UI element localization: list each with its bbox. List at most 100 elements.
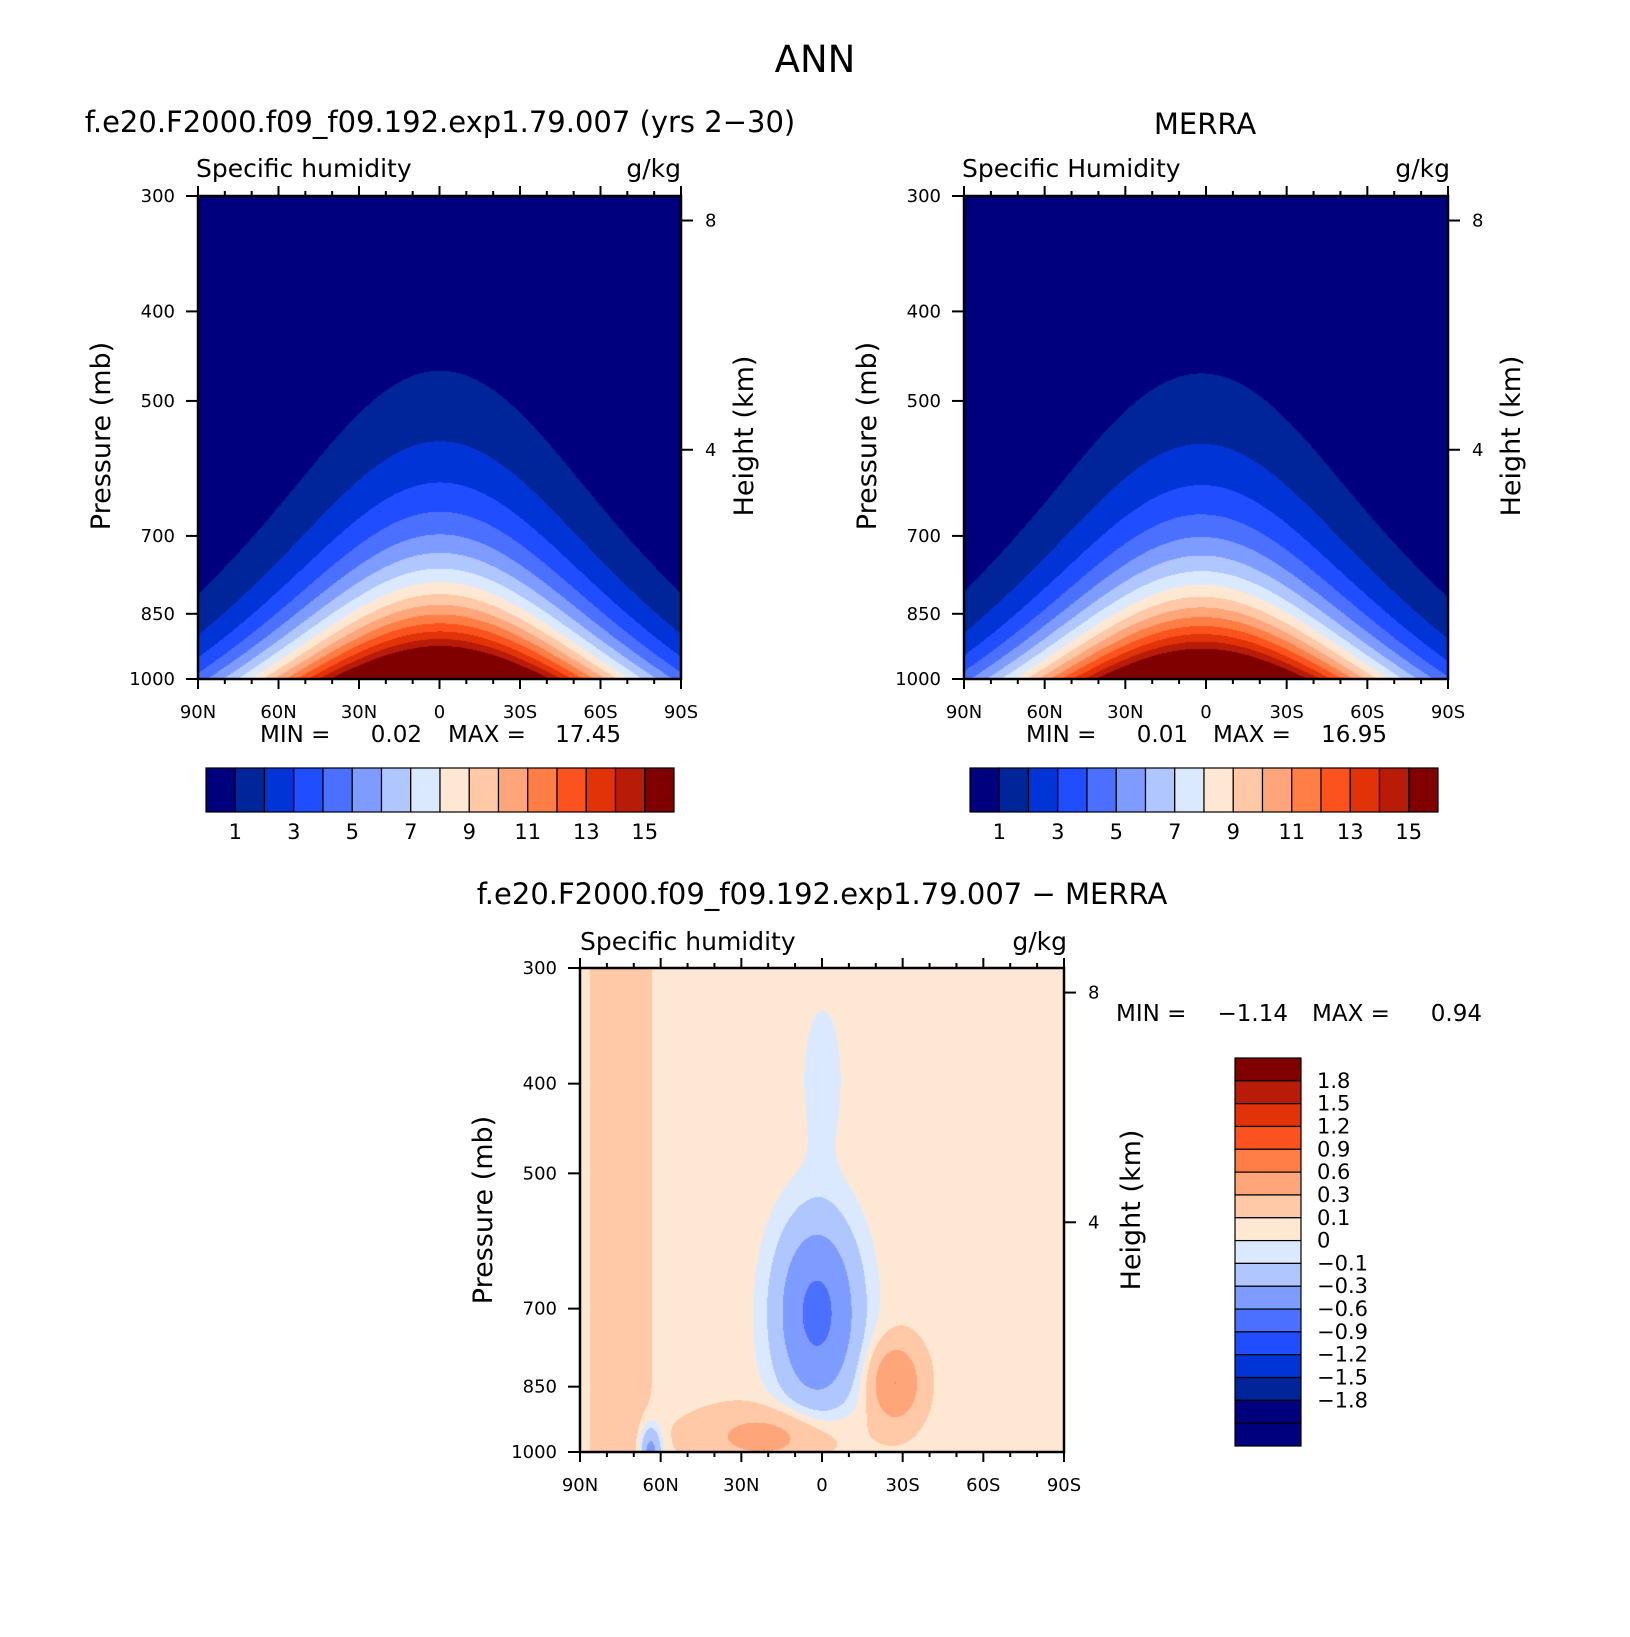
panel1-min-value: 0.02 [371, 722, 422, 748]
colorbar-box [969, 767, 1000, 813]
colorbar-label: 1.8 [1317, 1069, 1350, 1093]
colorbar-label: −0.9 [1317, 1320, 1368, 1344]
colorbar-label: 3 [1051, 820, 1064, 844]
y-right-tick-label: 8 [705, 211, 716, 232]
y-tick-label: 1000 [511, 1442, 557, 1463]
colorbar-box [1144, 767, 1176, 813]
panel2-title: MERRA [1154, 107, 1256, 141]
y-right-tick-label: 8 [1472, 211, 1483, 232]
colorbar-box [1234, 1262, 1302, 1287]
colorbar-box [1349, 767, 1381, 813]
colorbar-box [234, 767, 266, 813]
colorbar-label: 15 [1395, 820, 1422, 844]
panel3-title: f.e20.F2000.f09_f09.192.exp1.79.007 − ME… [477, 877, 1168, 911]
y-tick-label: 1000 [129, 669, 175, 690]
x-tick-label: 30N [1107, 702, 1143, 723]
y-tick-label: 500 [523, 1163, 557, 1184]
y-tick-label: 700 [907, 526, 941, 547]
colorbar-box [1234, 1376, 1302, 1401]
colorbar-box [1234, 1308, 1302, 1333]
panel2-colorbar: 1 3 5 7 9 11 13 15 [969, 767, 1439, 844]
colorbar-box [322, 767, 353, 813]
colorbar-label: −0.1 [1317, 1251, 1368, 1275]
colorbar-label: 0.1 [1317, 1206, 1350, 1230]
colorbar-box [410, 767, 441, 813]
colorbar-box [1115, 767, 1147, 813]
panel1-ylabel: Pressure (mb) [86, 342, 117, 530]
y-right-tick-label: 8 [1088, 983, 1099, 1004]
panel2-left-string: Specific Humidity [962, 154, 1181, 183]
colorbar-box [205, 767, 236, 813]
y-tick-label: 400 [141, 301, 175, 322]
colorbar-box [1234, 1354, 1302, 1379]
colorbar-box [527, 767, 558, 813]
colorbar-box [1320, 767, 1351, 813]
x-tick-label: 90S [1047, 1475, 1081, 1496]
panel2-right-string: g/kg [1395, 154, 1450, 183]
panel1-ylabel-right: Height (km) [729, 356, 760, 517]
colorbar-label: 13 [1337, 820, 1364, 844]
colorbar-label: 11 [1278, 820, 1305, 844]
colorbar-box [1234, 1217, 1302, 1242]
colorbar-label: 0.6 [1317, 1160, 1350, 1184]
field-image [964, 196, 1448, 679]
panel1-min-label: MIN = [260, 722, 330, 748]
panel2-min-label: MIN = [1026, 722, 1096, 748]
panel3-right-string: g/kg [1012, 927, 1067, 956]
x-tick-label: 30N [341, 702, 377, 723]
colorbar-box [1234, 1080, 1302, 1105]
y-tick-label: 700 [141, 526, 175, 547]
colorbar-box [998, 767, 1030, 813]
colorbar-label: −1.2 [1317, 1343, 1368, 1367]
colorbar-box [556, 767, 587, 813]
panel3-max-value: 0.94 [1431, 1001, 1482, 1027]
colorbar-label: 15 [631, 820, 658, 844]
colorbar-label: 0 [1317, 1229, 1330, 1253]
x-tick-label: 30S [1269, 702, 1303, 723]
x-tick-label: 60S [1350, 702, 1384, 723]
y-tick-label: 400 [907, 301, 941, 322]
colorbar-box [1057, 767, 1088, 813]
colorbar-label: 5 [346, 820, 359, 844]
y-tick-label: 300 [141, 186, 175, 207]
panel2-max-value: 16.95 [1321, 722, 1387, 748]
colorbar-label: 1.5 [1317, 1092, 1350, 1116]
x-tick-label: 0 [816, 1475, 827, 1496]
x-tick-label: 60S [583, 702, 617, 723]
y-tick-label: 850 [141, 604, 175, 625]
panel1-max-value: 17.45 [555, 722, 621, 748]
y-tick-label: 850 [523, 1377, 557, 1398]
y-right-tick-label: 4 [1472, 440, 1483, 461]
x-tick-label: 30S [503, 702, 537, 723]
y-tick-label: 1000 [895, 669, 941, 690]
y-tick-label: 500 [141, 391, 175, 412]
colorbar-box [1234, 1194, 1302, 1219]
x-tick-label: 90S [1431, 702, 1465, 723]
colorbar-label: 0.9 [1317, 1137, 1350, 1161]
colorbar-label: −1.8 [1317, 1388, 1368, 1412]
colorbar-box [1232, 767, 1264, 813]
colorbar-label: 7 [404, 820, 417, 844]
colorbar-box [263, 767, 295, 813]
colorbar-box [1234, 1171, 1302, 1196]
colorbar-box [585, 767, 617, 813]
colorbar-box [644, 767, 675, 813]
panel3-ylabel: Pressure (mb) [468, 1116, 499, 1304]
colorbar-box [351, 767, 383, 813]
x-tick-label: 90N [562, 1475, 598, 1496]
y-tick-label: 850 [907, 604, 941, 625]
y-right-tick-label: 4 [705, 440, 716, 461]
x-tick-label: 0 [1200, 702, 1211, 723]
panel3-plot: 90N 60N 30N 0 30S 60S 90S 300 400 500 700 850 1000 8 4 [511, 958, 1099, 1496]
x-tick-label: 30S [885, 1475, 919, 1496]
colorbar-box [1234, 1103, 1302, 1128]
panel1-right-string: g/kg [626, 154, 681, 183]
x-tick-label: 60N [642, 1475, 678, 1496]
colorbar-label: 1.2 [1317, 1114, 1350, 1138]
colorbar-box [497, 767, 529, 813]
x-tick-label: 0 [434, 702, 445, 723]
colorbar-label: −1.5 [1317, 1366, 1368, 1390]
colorbar-label: 9 [1227, 820, 1240, 844]
colorbar-label: 0.3 [1317, 1183, 1350, 1207]
